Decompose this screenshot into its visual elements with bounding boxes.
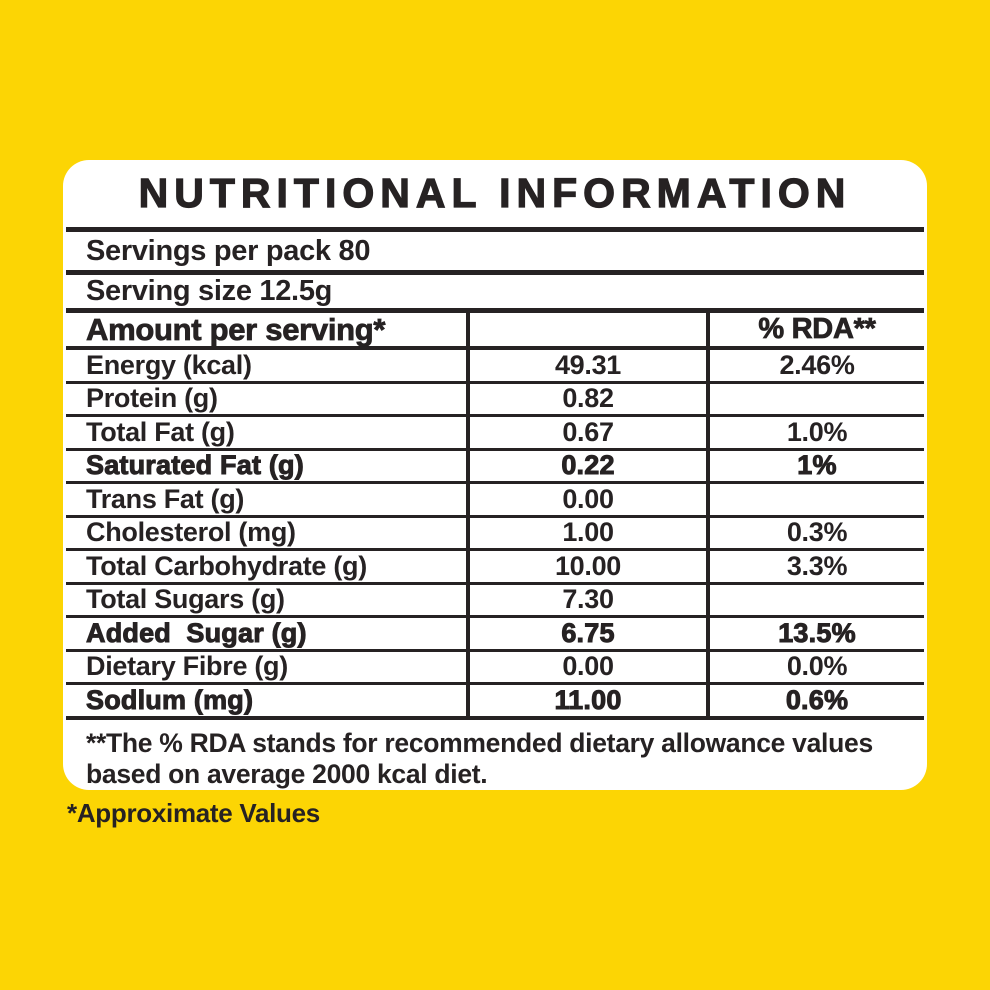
nutrient-label: Saturated Fat (g) bbox=[66, 450, 470, 481]
nutrient-amount: 0.00 bbox=[470, 651, 710, 682]
table-row-total-fat: Total Fat (g) 0.67 1.0% bbox=[66, 417, 924, 451]
table-header: Amount per serving* % RDA** bbox=[66, 311, 924, 350]
nutrient-rda: 0.0% bbox=[786, 651, 848, 682]
nutrient-amount: 11.00 bbox=[470, 684, 710, 716]
nutrient-amount: 10.00 bbox=[470, 551, 710, 582]
table-row-sodium: Sodlum (mg) 11.00 0.6% bbox=[66, 684, 924, 720]
nutrient-amount: 1.00 bbox=[470, 517, 710, 548]
nutrient-rda: 0.3% bbox=[786, 517, 848, 548]
nutrient-rda: 2.46% bbox=[779, 349, 855, 380]
nutrient-label: Trans Fat (g) bbox=[66, 484, 470, 515]
serving-size: Serving size 12.5g bbox=[66, 275, 924, 313]
nutrient-label: Total Carbohydrate (g) bbox=[66, 551, 470, 582]
nutrient-label: Dietary Fibre (g) bbox=[66, 651, 470, 682]
nutrient-rda bbox=[710, 384, 924, 415]
nutrient-label: Cholesterol (mg) bbox=[66, 517, 470, 548]
table-row-protein: Protein (g) 0.82 bbox=[66, 383, 924, 417]
table-row-energy: Energy (kcal) 49.31 2.46% bbox=[66, 350, 924, 384]
nutrition-title: NUTRITIONAL INFORMATION bbox=[66, 160, 924, 232]
nutrient-label: Energy (kcal) bbox=[66, 350, 470, 381]
nutrient-amount: 7.30 bbox=[470, 584, 710, 615]
nutrient-amount: 0.67 bbox=[470, 417, 710, 448]
nutrient-rda: 0.6% bbox=[785, 684, 849, 715]
nutrient-amount: 6.75 bbox=[470, 617, 710, 649]
nutrient-amount: 0.82 bbox=[470, 383, 710, 414]
nutrient-rda bbox=[710, 484, 924, 515]
approximate-values-note: *Approximate Values bbox=[67, 798, 320, 828]
header-middle-empty bbox=[470, 313, 710, 346]
nutrient-label: Total Sugars (g) bbox=[66, 584, 470, 615]
nutrient-label: Total Fat (g) bbox=[66, 417, 470, 448]
nutrient-label: Sodlum (mg) bbox=[66, 684, 470, 716]
nutrient-amount: 0.00 bbox=[470, 484, 710, 515]
nutrition-panel: NUTRITIONAL INFORMATION Servings per pac… bbox=[63, 160, 927, 790]
rda-footnote: **The % RDA stands for recommended dieta… bbox=[86, 727, 873, 789]
header-rda: % RDA** bbox=[758, 313, 876, 346]
servings-per-pack: Servings per pack 80 bbox=[66, 232, 924, 275]
nutrient-rda: 3.3% bbox=[786, 550, 848, 581]
table-row-total-sugars: Total Sugars (g) 7.30 bbox=[66, 584, 924, 618]
header-amount-per-serving: Amount per serving* bbox=[66, 311, 470, 347]
table-row-added-sugar: Added Sugar (g) 6.75 13.5% bbox=[66, 617, 924, 652]
nutrient-amount: 49.31 bbox=[470, 350, 710, 381]
nutrient-amount: 0.22 bbox=[470, 450, 710, 481]
table-row-dietary-fibre: Dietary Fibre (g) 0.00 0.0% bbox=[66, 651, 924, 685]
table-row-trans-fat: Trans Fat (g) 0.00 bbox=[66, 484, 924, 518]
nutrient-rda bbox=[710, 585, 924, 616]
nutrient-rda: 1% bbox=[797, 450, 837, 481]
nutrient-label: Added Sugar (g) bbox=[66, 617, 470, 649]
table-row-saturated-fat: Saturated Fat (g) 0.22 1% bbox=[66, 450, 924, 484]
nutrient-rda: 1.0% bbox=[786, 416, 848, 447]
table-row-total-carbohydrate: Total Carbohydrate (g) 10.00 3.3% bbox=[66, 551, 924, 585]
table-row-cholesterol: Cholesterol (mg) 1.00 0.3% bbox=[66, 517, 924, 551]
nutrient-rda: 13.5% bbox=[778, 617, 856, 648]
nutrient-label: Protein (g) bbox=[66, 383, 470, 414]
